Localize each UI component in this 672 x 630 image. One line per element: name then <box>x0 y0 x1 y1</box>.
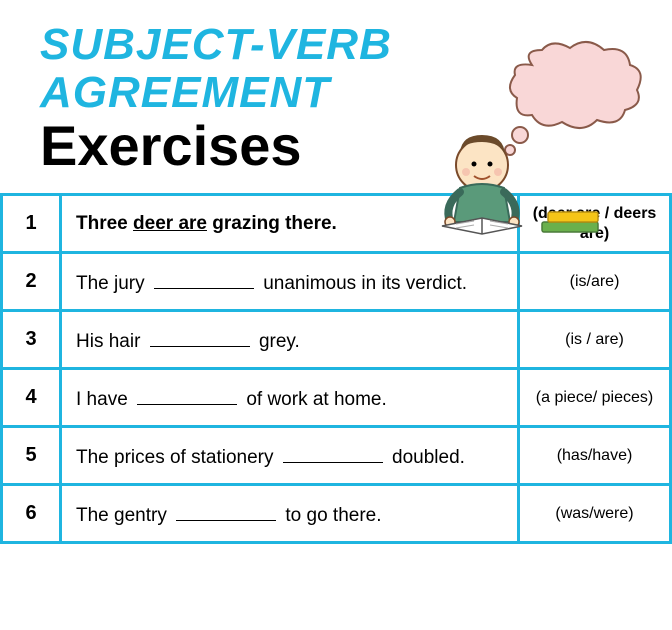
sentence-pre: I have <box>76 389 133 410</box>
hint-cell: (a piece/ pieces) <box>520 370 672 425</box>
blank-field[interactable] <box>137 384 237 405</box>
row-number: 5 <box>0 428 62 483</box>
blank-field[interactable] <box>283 442 383 463</box>
student-illustration <box>412 40 652 240</box>
sentence-pre: His hair <box>76 331 146 352</box>
sentence-post: to go there. <box>280 505 381 526</box>
hint-cell: (has/have) <box>520 428 672 483</box>
sentence-post: unanimous in its verdict. <box>258 273 467 294</box>
row-number: 6 <box>0 486 62 541</box>
sentence-cell: The prices of stationery doubled. <box>62 428 520 483</box>
exercise-table: 1 Three deer are grazing there. (deer ar… <box>0 193 672 544</box>
hint-cell: (is/are) <box>520 254 672 309</box>
sentence-pre: Three <box>76 213 133 234</box>
table-row: 4 I have of work at home. (a piece/ piec… <box>0 370 672 428</box>
row-number: 2 <box>0 254 62 309</box>
sentence-post: grey. <box>254 331 300 352</box>
row-number: 1 <box>0 196 62 251</box>
sentence-cell: The jury unanimous in its verdict. <box>62 254 520 309</box>
table-row: 5 The prices of stationery doubled. (has… <box>0 428 672 486</box>
sentence-pre: The prices of stationery <box>76 447 279 468</box>
blank-field[interactable] <box>154 268 254 289</box>
sentence-post: of work at home. <box>241 389 387 410</box>
hint-cell: (was/were) <box>520 486 672 541</box>
table-row: 2 The jury unanimous in its verdict. (is… <box>0 254 672 312</box>
worksheet-container: SUBJECT-VERB AGREEMENT Exercises <box>0 0 672 630</box>
row-number: 3 <box>0 312 62 367</box>
sentence-pre: The jury <box>76 273 150 294</box>
table-row: 6 The gentry to go there. (was/were) <box>0 486 672 544</box>
sentence-cell: His hair grey. <box>62 312 520 367</box>
blank-field[interactable] <box>150 326 250 347</box>
sentence-post: doubled. <box>387 447 465 468</box>
sentence-cell: The gentry to go there. <box>62 486 520 541</box>
sentence-pre: The gentry <box>76 505 172 526</box>
row-number: 4 <box>0 370 62 425</box>
table-row: 3 His hair grey. (is / are) <box>0 312 672 370</box>
sentence-post: grazing there. <box>207 213 337 234</box>
sentence-cell: I have of work at home. <box>62 370 520 425</box>
hint-cell: (is / are) <box>520 312 672 367</box>
sentence-underline: deer are <box>133 213 207 234</box>
blank-field[interactable] <box>176 500 276 521</box>
